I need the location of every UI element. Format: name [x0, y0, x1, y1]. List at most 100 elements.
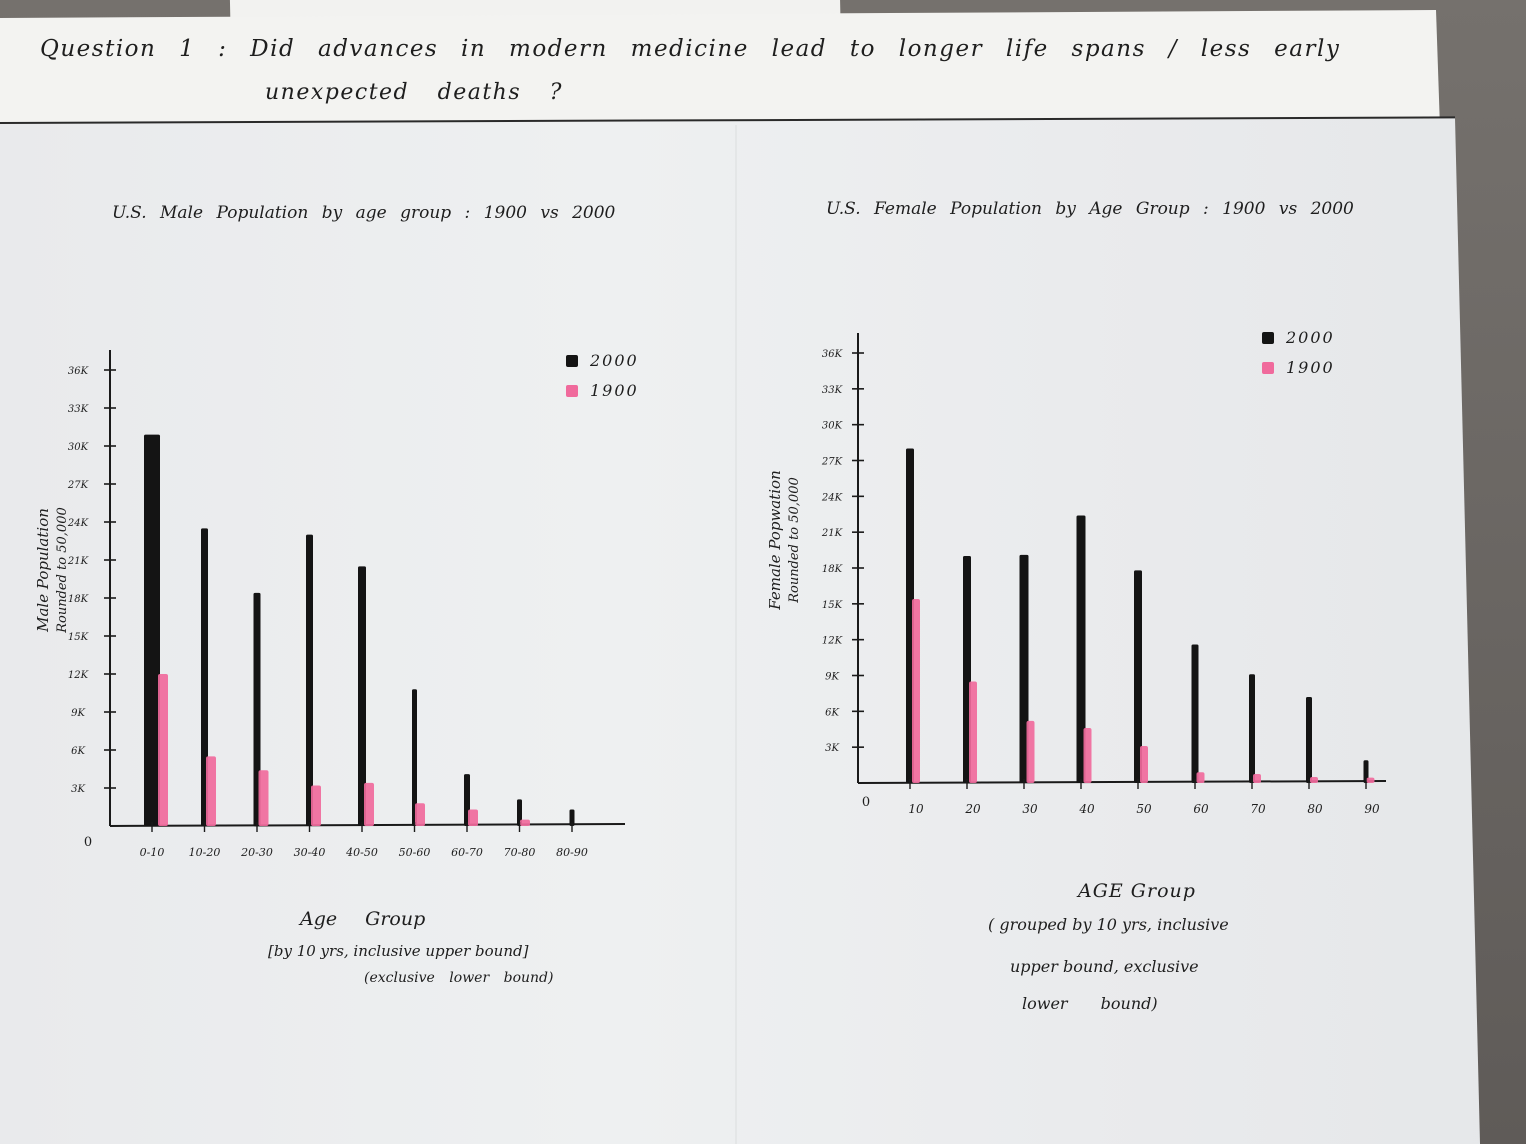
male-ytick-label: 33K: [68, 404, 89, 415]
male-ytick-label: 36K: [68, 366, 89, 377]
female-bar-1900-10: [912, 599, 920, 783]
female-xtick-label: 70: [1250, 802, 1266, 816]
male-legend-swatch-2000: [566, 355, 578, 367]
male-xtick-label: 40-50: [345, 846, 378, 859]
male-xtick-label: 80-90: [556, 846, 588, 859]
male-bar-1900-60-70: [468, 809, 478, 826]
female-bar-2000-90: [1363, 760, 1369, 783]
male-bar-2000-30-40: [306, 534, 313, 826]
male-ylabel-line2: Rounded to 50,000: [55, 507, 70, 634]
male-bar-1900-50-60: [415, 803, 425, 826]
female-xtick-label: 20: [964, 802, 981, 816]
male-bar-2000-40-50: [358, 566, 366, 826]
female-ytick-label: 36K: [822, 349, 843, 360]
female-bar-2000-70: [1249, 674, 1255, 783]
female-bar-1900-80: [1310, 777, 1318, 783]
question-line-1: Question 1 : Did advances in modern medi…: [40, 36, 1341, 62]
female-ytick-label: 3K: [825, 743, 839, 754]
male-ytick-label: 21K: [67, 556, 89, 567]
female-x-axis: [857, 780, 1387, 784]
male-legend-label-2000: 2000: [589, 351, 639, 370]
female-legend-label-2000: 2000: [1285, 328, 1335, 347]
male-bar-1900-70-80: [520, 819, 530, 826]
male-ytick-label: 30K: [68, 442, 89, 453]
female-xlabel-note1: ( grouped by 10 yrs, inclusive: [988, 915, 1229, 934]
female-ylabel-line2: Rounded to 50,000: [787, 477, 802, 604]
female-xlabel: AGE Group: [1078, 880, 1196, 902]
male-ytick-label: 9K: [71, 708, 85, 719]
female-origin-label: 0: [862, 795, 870, 810]
female-ytick-label: 18K: [822, 564, 843, 575]
female-bar-1900-50: [1140, 745, 1148, 783]
male-bar-2000-80-90: [569, 809, 575, 826]
female-bar-1900-70: [1253, 774, 1261, 783]
male-legend-swatch-1900: [566, 385, 578, 397]
female-bar-2000-50: [1134, 570, 1142, 783]
female-bar-2000-40: [1076, 515, 1086, 783]
female-xtick-label: 50: [1136, 802, 1152, 816]
male-ytick-label: 15K: [68, 632, 89, 643]
male-xtick-label: 50-60: [399, 846, 431, 859]
male-xtick-label: 60-70: [451, 846, 483, 859]
female-chart-title: U.S. Female Population by Age Group : 19…: [826, 199, 1354, 219]
female-ytick-label: 15K: [822, 600, 843, 611]
female-legend-label-1900: 1900: [1286, 358, 1335, 377]
male-ytick-label: 24K: [67, 518, 89, 529]
paper-header-area: [0, 10, 1440, 128]
paper-sheet: [0, 118, 1480, 1144]
female-ytick-label: 27K: [821, 457, 843, 468]
female-ytick-label: 33K: [822, 385, 843, 396]
male-bar-1900-30-40: [311, 785, 321, 826]
female-xtick-label: 90: [1364, 802, 1380, 816]
female-ytick-label: 6K: [825, 707, 839, 718]
question-line-2: unexpected deaths ?: [265, 80, 563, 105]
female-bar-2000-30: [1019, 554, 1029, 783]
male-ytick-label: 6K: [71, 746, 85, 757]
male-xtick-label: 30-40: [294, 846, 326, 859]
female-bar-2000-80: [1306, 697, 1312, 783]
female-legend-swatch-1900: [1262, 362, 1274, 374]
male-xlabel: Age Group: [300, 908, 426, 930]
male-bar-2000-20-30: [253, 592, 261, 826]
male-bar-2000-0-10: [144, 434, 160, 826]
female-ytick-label: 21K: [821, 528, 843, 539]
female-xtick-label: 30: [1022, 802, 1038, 816]
female-bar-1900-90: [1366, 777, 1375, 783]
female-xtick-label: 60: [1193, 802, 1209, 816]
female-xtick-label: 10: [908, 802, 924, 816]
male-legend-label-1900: 1900: [590, 381, 639, 400]
female-ytick-label: 30K: [822, 421, 843, 432]
male-xtick-label: 20-30: [240, 846, 273, 859]
male-bar-1900-40-50: [364, 782, 374, 826]
male-ytick-label: 18K: [68, 594, 89, 605]
male-xtick-label: 10-20: [189, 846, 221, 859]
female-ytick-label: 24K: [821, 492, 843, 503]
male-bar-2000-70-80: [517, 799, 522, 826]
male-bar-2000-10-20: [201, 528, 208, 826]
male-xlabel-note2: (exclusive lower bound): [364, 970, 554, 986]
male-ytick-label: 12K: [68, 670, 89, 681]
female-ylabel-line1: Female Popwation: [766, 470, 784, 611]
male-bar-1900-10-20: [206, 756, 216, 826]
female-ytick-label: 9K: [825, 672, 839, 683]
male-origin-label: 0: [84, 835, 92, 850]
male-ylabel-line1: Male Population: [34, 508, 52, 633]
female-xlabel-note2: upper bound, exclusive: [1010, 957, 1199, 976]
female-bar-1900-30: [1026, 720, 1035, 783]
male-bar-1900-20-30: [258, 770, 269, 826]
female-bar-1900-20: [969, 681, 977, 783]
female-xtick-label: 40: [1078, 802, 1095, 816]
male-xtick-label: 70-80: [504, 846, 536, 859]
female-ytick-label: 12K: [822, 636, 843, 647]
male-ytick-label: 3K: [71, 784, 85, 795]
male-chart-title: U.S. Male Population by age group : 1900…: [112, 203, 616, 223]
male-bar-2000-50-60: [412, 689, 417, 826]
male-ytick-label: 27K: [67, 480, 89, 491]
female-bar-1900-60: [1196, 772, 1205, 783]
male-xlabel-note1: [by 10 yrs, inclusive upper bound]: [268, 942, 529, 960]
male-bar-1900-0-10: [158, 674, 168, 826]
female-xtick-label: 80: [1307, 802, 1323, 816]
female-bar-2000-60: [1191, 644, 1199, 783]
male-xtick-label: 0-10: [140, 846, 165, 859]
